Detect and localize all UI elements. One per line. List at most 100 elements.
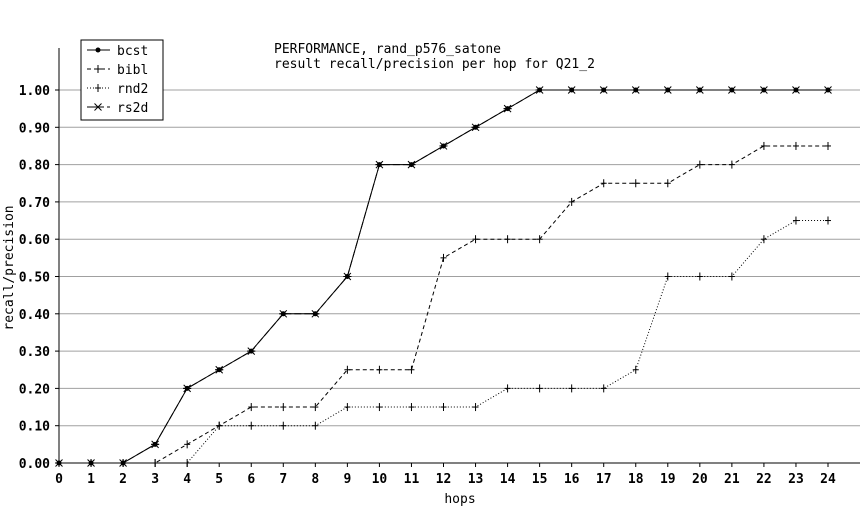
x-tick-label: 20 <box>692 472 708 487</box>
series-point-rnd2 <box>825 216 831 225</box>
series-point-bibl <box>408 365 415 374</box>
series-point-rnd2 <box>280 421 287 430</box>
series-point-rs2d <box>599 86 608 94</box>
x-tick-label: 0 <box>55 472 63 487</box>
x-tick-label: 15 <box>532 472 548 487</box>
y-axis-label: recall/precision <box>2 205 17 330</box>
series-point-rnd2 <box>600 384 607 393</box>
x-tick-label: 18 <box>628 472 644 487</box>
x-tick-label: 3 <box>151 472 159 487</box>
series-point-bibl <box>600 179 607 188</box>
series-point-rnd2 <box>440 403 447 412</box>
series-point-rs2d <box>663 86 672 94</box>
series-point-rnd2 <box>344 403 351 412</box>
series-point-rs2d <box>375 160 384 169</box>
series-point-bibl <box>568 197 575 206</box>
series-point-rs2d <box>311 309 320 318</box>
x-tick-label: 13 <box>468 472 484 487</box>
x-tick-label: 10 <box>372 472 388 487</box>
x-tick-label: 7 <box>279 472 287 487</box>
series-point-rs2d <box>535 86 544 94</box>
series-point-bibl <box>504 235 511 244</box>
x-tick-label: 2 <box>119 472 127 487</box>
y-tick-label: 0.10 <box>19 420 50 435</box>
x-tick-label: 11 <box>404 472 420 487</box>
x-tick-label: 22 <box>756 472 772 487</box>
series-point-rnd2 <box>152 459 159 467</box>
x-tick-label: 17 <box>596 472 612 487</box>
y-tick-label: 0.70 <box>19 196 50 211</box>
x-tick-label: 1 <box>87 472 95 487</box>
series-point-rnd2 <box>472 403 479 412</box>
x-tick-label: 14 <box>500 472 516 487</box>
series-point-rnd2 <box>696 272 703 281</box>
series-point-rs2d <box>727 86 736 94</box>
series-point-rnd2 <box>184 459 191 467</box>
series-point-rs2d <box>151 440 160 449</box>
y-tick-label: 0.20 <box>19 382 50 397</box>
y-tick-label: 0.00 <box>19 457 50 472</box>
series-point-bibl <box>248 403 255 412</box>
series-point-rnd2 <box>632 365 639 374</box>
axes <box>55 48 860 467</box>
series-point-rs2d <box>503 104 512 113</box>
x-tick-label: 23 <box>788 472 804 487</box>
series-point-rnd2 <box>728 272 735 281</box>
series-point-rnd2 <box>376 403 383 412</box>
series-point-rnd2 <box>760 235 767 244</box>
series-point-rs2d <box>791 86 800 94</box>
series-point-bibl <box>536 235 543 244</box>
legend-label-bcst: bcst <box>117 44 148 59</box>
y-tick-labels: 0.00 0.10 0.20 0.30 0.40 0.50 0.60 0.70 0.80 0.90… <box>19 84 50 472</box>
x-tick-label: 4 <box>183 472 191 487</box>
series-point-bibl <box>664 179 671 188</box>
legend-label-rs2d: rs2d <box>117 101 148 116</box>
legend-marker-bcst <box>94 47 102 53</box>
y-tick-label: 0.50 <box>19 271 50 286</box>
series-point-rnd2 <box>312 421 319 430</box>
y-tick-label: 0.80 <box>19 159 50 174</box>
chart-subtitle: result recall/precision per hop for Q21_… <box>274 57 595 72</box>
x-tick-label: 24 <box>820 472 836 487</box>
series-point-rs2d <box>183 384 192 393</box>
series-point-rs2d <box>55 459 63 467</box>
series-point-rnd2 <box>408 403 415 412</box>
series-point-rs2d <box>471 123 480 132</box>
series-point-bibl <box>376 365 383 374</box>
y-tick-label: 1.00 <box>19 84 50 99</box>
series-point-rs2d <box>631 86 640 94</box>
series-point-rs2d <box>759 86 768 94</box>
x-tick-label: 6 <box>247 472 255 487</box>
series-point-rnd2 <box>248 421 255 430</box>
series-point-bibl <box>825 141 831 150</box>
series-point-bibl <box>312 403 319 412</box>
series-point-rs2d <box>695 86 704 94</box>
legend-label-bibl: bibl <box>117 63 148 78</box>
series-point-rs2d <box>439 142 448 150</box>
series-point-bibl <box>728 160 735 169</box>
x-tick-label: 5 <box>215 472 223 487</box>
legend: bcst bibl rnd2 rs2d <box>80 39 164 121</box>
series-point-bibl <box>760 141 767 150</box>
legend-marker-rs2d <box>94 103 102 111</box>
series-point-rnd2 <box>504 384 511 393</box>
x-tick-label: 16 <box>564 472 580 487</box>
series-point-rnd2 <box>568 384 575 393</box>
y-tick-label: 0.40 <box>19 308 50 323</box>
legend-marker-bibl <box>95 65 101 73</box>
series-point-rnd2 <box>536 384 543 393</box>
series-point-bibl <box>696 160 703 169</box>
grid-lines <box>59 89 860 427</box>
series-point-rs2d <box>824 86 832 94</box>
series-point-rs2d <box>87 459 96 467</box>
series-group <box>55 86 832 467</box>
x-tick-label: 21 <box>724 472 740 487</box>
x-tick-label: 9 <box>343 472 351 487</box>
series-point-rs2d <box>407 160 416 169</box>
y-tick-label: 0.90 <box>19 121 50 136</box>
series-point-rs2d <box>279 309 288 318</box>
y-tick-label: 0.30 <box>19 345 50 360</box>
series-point-bibl <box>632 179 639 188</box>
x-tick-label: 12 <box>436 472 452 487</box>
